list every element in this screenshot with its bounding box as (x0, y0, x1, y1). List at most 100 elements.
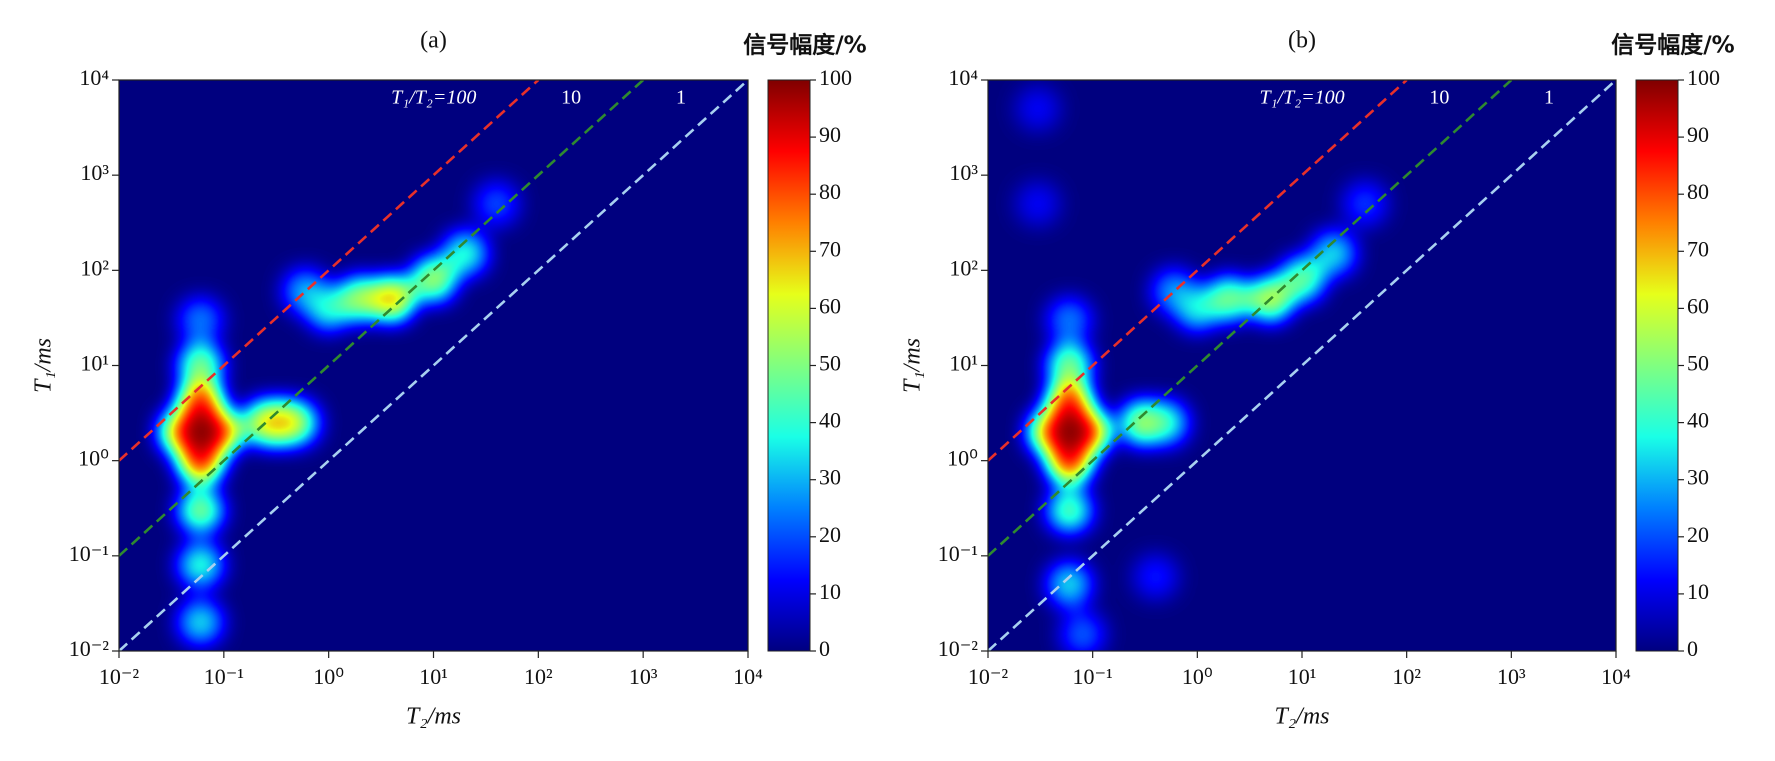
heat-spot (369, 276, 414, 321)
colorbar-tick-label: 80 (1687, 179, 1709, 204)
colorbar-tick-label: 20 (1687, 522, 1709, 547)
heatmap-background (119, 80, 748, 651)
x-tick-label: 10¹ (419, 664, 448, 689)
chart-title: (a) (420, 28, 447, 54)
x-tick-label: 10² (524, 664, 553, 689)
y-tick-label: 10² (80, 255, 109, 280)
x-tick-label: 10⁰ (313, 664, 344, 689)
chart-title: (b) (1288, 28, 1316, 54)
x-tick-label: 10⁻² (99, 664, 140, 689)
ratio-label: 10 (1429, 87, 1449, 109)
colorbar-tick-label: 70 (1687, 236, 1709, 261)
colorbar-title: 信号幅度/% (743, 32, 866, 59)
heat-spot (1015, 86, 1060, 131)
y-axis-label: T₁/ms (900, 338, 926, 393)
colorbar-tick-label: 70 (819, 236, 841, 261)
heat-spot (1047, 488, 1092, 533)
y-tick-label: 10⁻² (69, 636, 110, 661)
colorbar-tick-label: 0 (1687, 636, 1698, 661)
heat-spot (178, 410, 223, 455)
ratio-line (119, 80, 748, 651)
heat-spot (474, 181, 519, 226)
y-tick-label: 10³ (80, 160, 109, 185)
y-tick-label: 10⁻¹ (69, 541, 109, 566)
heat-spot (178, 488, 223, 533)
heat-spot (1047, 562, 1092, 607)
y-axis-label: T₁/ms (31, 338, 57, 393)
heat-spot (1120, 400, 1165, 445)
heat-spot (178, 343, 223, 388)
colorbar-tick-label: 0 (819, 636, 830, 661)
panel: T₁/T₂=100 10 1 10⁻² 10⁻¹ 10⁰ 10¹ 10² 10³ 10⁴ 10⁻² 1… (900, 28, 1735, 730)
y-tick-label: 10¹ (80, 351, 109, 376)
x-tick-label: 10² (1392, 664, 1421, 689)
ratio-line (988, 80, 1616, 651)
x-tick-label: 10⁻² (968, 664, 1009, 689)
y-tick-label: 10² (949, 255, 978, 280)
heat-spot (1280, 257, 1324, 302)
heat-spot (1133, 554, 1178, 599)
x-tick-label: 10⁴ (1601, 664, 1631, 689)
heat-spot (1015, 181, 1060, 226)
heatmap (988, 80, 1616, 651)
x-tick-label: 10⁴ (733, 664, 763, 689)
colorbar-tick-label: 10 (1687, 579, 1709, 604)
heat-spot (178, 600, 223, 645)
colorbar-tick-label: 20 (819, 522, 841, 547)
y-tick-label: 10⁴ (948, 65, 978, 90)
y-tick-label: 10⁻² (938, 636, 979, 661)
ratio-label: 10 (561, 87, 581, 109)
x-tick-label: 10¹ (1288, 664, 1317, 689)
y-tick-label: 10⁻¹ (938, 541, 978, 566)
colorbar-tick-label: 80 (819, 179, 841, 204)
heat-spot (411, 257, 456, 302)
x-axis-label: T₂/ms (1274, 704, 1329, 730)
ratio-line (988, 80, 1408, 462)
panel: T₁/T₂=100 10 1 10⁻² 10⁻¹ 10⁰ 10¹ 10² 10³ 10⁴ 10⁻² 1… (31, 28, 867, 730)
ratio-label: T₁/T₂=100 (1259, 87, 1344, 109)
ratio-label: 1 (676, 87, 686, 109)
heatmap (119, 80, 748, 651)
heat-spot (178, 298, 223, 343)
heat-spot (443, 231, 488, 276)
colorbar-tick-label: 90 (819, 122, 841, 147)
x-tick-label: 10³ (629, 664, 658, 689)
colorbar-title: 信号幅度/% (1611, 32, 1734, 59)
y-tick-label: 10⁰ (78, 446, 109, 471)
colorbar-tick-label: 100 (1687, 65, 1720, 90)
x-tick-label: 10⁰ (1182, 664, 1213, 689)
heat-spot (1343, 181, 1388, 226)
heat-spot (258, 400, 303, 445)
colorbar-tick-label: 40 (1687, 408, 1709, 433)
heat-spot (1206, 276, 1251, 321)
colorbar-tick-label: 10 (819, 579, 841, 604)
heat-spot (338, 276, 383, 321)
y-tick-label: 10¹ (949, 351, 978, 376)
heat-spot (1060, 612, 1105, 651)
colorbar (1635, 79, 1679, 652)
heatmap-field (119, 80, 748, 651)
heat-spot (1047, 343, 1092, 388)
x-tick-label: 10⁻¹ (1073, 664, 1113, 689)
colorbar-tick-label: 50 (819, 351, 841, 376)
colorbar-tick-label: 100 (819, 65, 852, 90)
ratio-label: 1 (1544, 87, 1554, 109)
colorbar-tick-label: 50 (1687, 351, 1709, 376)
heat-spot (1047, 410, 1092, 455)
x-tick-label: 10⁻¹ (204, 664, 244, 689)
ratio-line (119, 80, 540, 462)
colorbar-tick-label: 90 (1687, 122, 1709, 147)
heat-spot (1311, 231, 1356, 276)
colorbar-tick-label: 30 (1687, 465, 1709, 490)
ratio-label: T₁/T₂=100 (391, 87, 476, 109)
y-tick-label: 10⁰ (947, 446, 978, 471)
y-tick-label: 10⁴ (79, 65, 109, 90)
x-axis-label: T₂/ms (406, 704, 461, 730)
heatmap-field (988, 80, 1616, 651)
y-tick-label: 10³ (949, 160, 978, 185)
colorbar (767, 79, 811, 652)
colorbar-tick-label: 60 (819, 293, 841, 318)
heat-spot (178, 543, 223, 588)
